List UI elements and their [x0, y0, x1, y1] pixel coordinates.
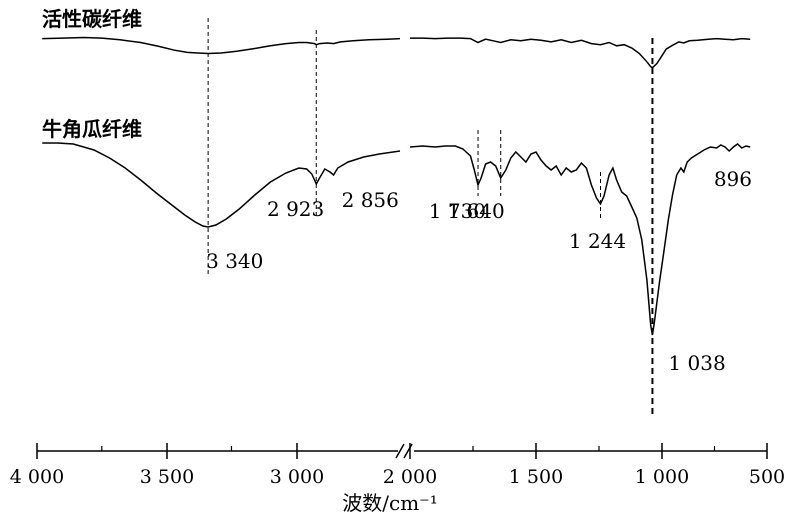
- series-line-1-part-1: [409, 143, 751, 336]
- x-tick-label-4000: 4 000: [10, 466, 64, 488]
- x-axis-title: 波数/cm⁻¹: [342, 491, 437, 515]
- peak-label-2856: 2 856: [342, 188, 399, 212]
- x-axis: 4 000 3 500 3 000 2 000 1 500 1 000 500: [10, 443, 785, 488]
- series-name-1: 牛角瓜纤维: [42, 117, 142, 141]
- peak-label-3340: 3 340: [206, 249, 263, 273]
- series-lines: [42, 36, 751, 336]
- x-tick-label-500: 500: [749, 466, 785, 488]
- peak-label-2923: 2 923: [267, 197, 324, 221]
- peak-label-1730: 1 730: [429, 199, 486, 223]
- peak-label-1038: 1 038: [668, 351, 725, 375]
- peak-label-1640: 1 640: [447, 199, 504, 223]
- x-tick-label-2000: 2 000: [383, 466, 437, 488]
- series-line-0-part-1: [410, 37, 751, 69]
- x-tick-label-1000: 1 000: [635, 466, 689, 488]
- x-tick-label-3500: 3 500: [140, 466, 194, 488]
- reference-lines: [207, 18, 654, 418]
- peak-label-1244: 1 244: [569, 229, 626, 253]
- peak-label-896: 896: [714, 167, 752, 191]
- series-line-1-part-0: [42, 142, 401, 228]
- series-name-0: 活性碳纤维: [42, 7, 142, 31]
- series-line-0-part-0: [42, 36, 401, 55]
- x-tick-label-1500: 1 500: [509, 466, 563, 488]
- x-tick-label-3000: 3 000: [270, 466, 324, 488]
